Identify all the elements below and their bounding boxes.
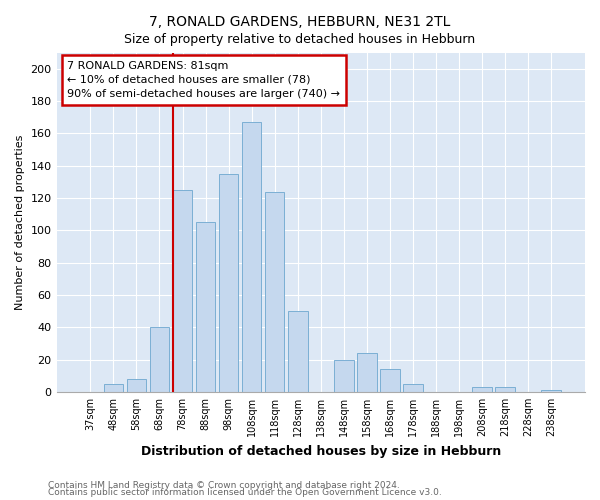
Y-axis label: Number of detached properties: Number of detached properties: [15, 134, 25, 310]
Bar: [541, 390, 561, 392]
Bar: [265, 192, 284, 392]
Text: Contains public sector information licensed under the Open Government Licence v3: Contains public sector information licen…: [48, 488, 442, 497]
X-axis label: Distribution of detached houses by size in Hebburn: Distribution of detached houses by size …: [140, 444, 501, 458]
Bar: [196, 222, 215, 392]
Bar: [127, 379, 146, 392]
Bar: [104, 384, 123, 392]
Text: 7 RONALD GARDENS: 81sqm
← 10% of detached houses are smaller (78)
90% of semi-de: 7 RONALD GARDENS: 81sqm ← 10% of detache…: [67, 61, 340, 99]
Bar: [219, 174, 238, 392]
Bar: [334, 360, 353, 392]
Bar: [380, 370, 400, 392]
Bar: [357, 353, 377, 392]
Bar: [149, 328, 169, 392]
Text: 7, RONALD GARDENS, HEBBURN, NE31 2TL: 7, RONALD GARDENS, HEBBURN, NE31 2TL: [149, 15, 451, 29]
Bar: [288, 311, 308, 392]
Text: Contains HM Land Registry data © Crown copyright and database right 2024.: Contains HM Land Registry data © Crown c…: [48, 480, 400, 490]
Text: Size of property relative to detached houses in Hebburn: Size of property relative to detached ho…: [124, 32, 476, 46]
Bar: [242, 122, 262, 392]
Bar: [472, 387, 492, 392]
Bar: [173, 190, 193, 392]
Bar: [496, 387, 515, 392]
Bar: [403, 384, 423, 392]
